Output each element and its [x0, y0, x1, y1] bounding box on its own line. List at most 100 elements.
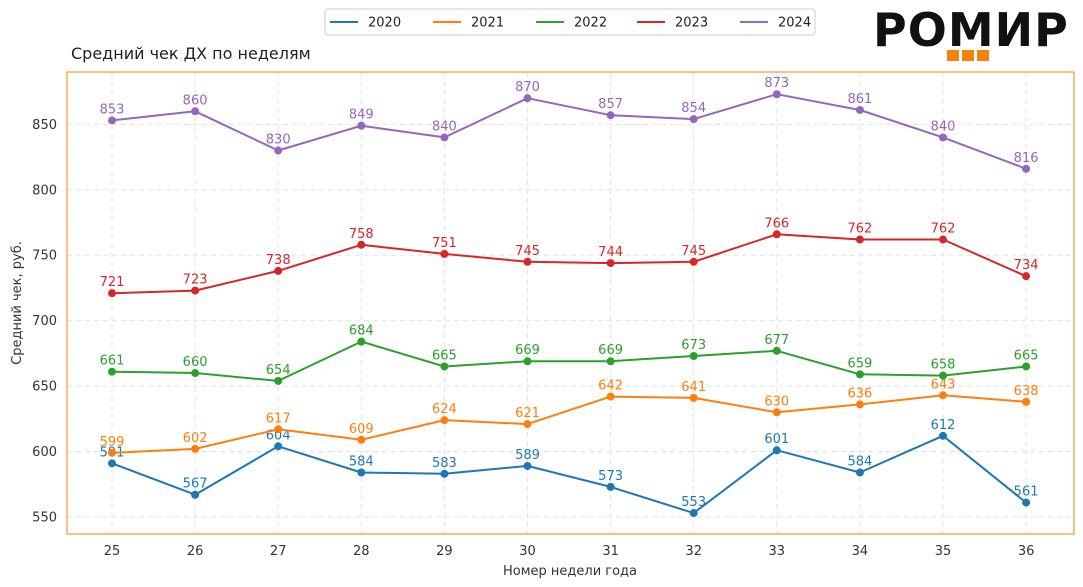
data-point	[523, 357, 532, 366]
data-label: 561	[1014, 485, 1039, 500]
data-point	[939, 133, 947, 142]
legend-item-2020: 2020	[330, 16, 401, 31]
x-tick-label: 34	[852, 544, 869, 559]
data-point	[855, 370, 864, 379]
brand-square	[977, 50, 989, 61]
data-point	[108, 459, 116, 468]
data-point	[606, 111, 615, 120]
data-point	[772, 346, 781, 355]
romir-logo: РОМИР	[873, 3, 1068, 61]
x-tick-label: 26	[187, 544, 204, 559]
data-label: 723	[183, 273, 208, 288]
chart-title: Средний чек ДХ по неделям	[71, 44, 311, 63]
data-label: 840	[931, 119, 956, 134]
data-point	[523, 420, 532, 429]
data-point	[772, 230, 781, 239]
data-point	[440, 133, 449, 142]
data-point	[939, 371, 947, 380]
data-point	[357, 121, 366, 130]
data-label: 599	[100, 435, 125, 450]
data-point	[274, 266, 283, 275]
data-point	[772, 90, 781, 99]
data-label: 860	[183, 93, 208, 108]
data-point	[274, 425, 283, 434]
data-label: 758	[349, 227, 374, 242]
data-label: 602	[183, 431, 208, 446]
data-point	[108, 367, 116, 376]
data-point	[855, 468, 864, 477]
data-label: 861	[847, 92, 872, 107]
data-point	[606, 259, 615, 268]
data-label: 766	[764, 216, 789, 231]
data-label: 660	[183, 355, 208, 370]
series-line	[111, 340, 1027, 382]
data-point	[440, 469, 449, 478]
y-tick-label: 550	[32, 510, 57, 525]
data-label: 612	[931, 418, 956, 433]
data-label: 553	[681, 495, 706, 510]
data-point	[191, 107, 200, 116]
legend-label: 2021	[471, 16, 504, 31]
series-lines: 5915676045845835895735536015846125615996…	[100, 76, 1039, 518]
data-label: 621	[515, 406, 540, 421]
data-point	[523, 94, 532, 103]
x-tick-label: 27	[270, 544, 287, 559]
x-tick-label: 28	[353, 544, 370, 559]
y-axis-title: Средний чек, руб.	[10, 241, 25, 365]
x-tick-label: 31	[602, 544, 619, 559]
data-label: 654	[266, 363, 291, 378]
legend-item-2024: 2024	[740, 16, 811, 31]
series-2021: 599 602 617 609 624 621 642 641 630 636 643 638	[100, 377, 1039, 457]
x-tick-label: 32	[685, 544, 702, 559]
data-point	[440, 416, 449, 425]
y-tick-label: 850	[32, 118, 57, 133]
data-label: 661	[100, 354, 125, 369]
data-point	[689, 509, 698, 518]
data-point	[855, 235, 864, 244]
data-label: 744	[598, 245, 623, 260]
legend-item-2021: 2021	[433, 16, 504, 31]
data-label: 677	[764, 333, 789, 348]
data-label: 567	[183, 477, 208, 492]
data-label: 658	[931, 358, 956, 373]
data-point	[191, 490, 200, 499]
data-label: 636	[847, 386, 872, 401]
data-label: 853	[100, 102, 125, 117]
data-point	[191, 286, 200, 295]
series-2023: 721 723 738 758 751 745 744 745 766 762 762 734	[100, 216, 1039, 298]
series-line	[111, 394, 1027, 454]
data-point	[523, 257, 532, 266]
data-point	[440, 362, 449, 371]
series-line	[111, 434, 1027, 515]
plot-frame	[66, 71, 1075, 535]
data-point	[939, 431, 947, 440]
data-label: 684	[349, 324, 374, 339]
data-label: 816	[1014, 151, 1039, 166]
data-label: 840	[432, 119, 457, 134]
data-label: 857	[598, 97, 623, 112]
y-axis: 550 600 650 700 750 800 850	[32, 118, 57, 526]
data-point	[274, 376, 283, 385]
data-label: 573	[598, 469, 623, 484]
data-label: 669	[515, 343, 540, 358]
series-2020: 591567604584583589573553601584612561	[100, 418, 1039, 518]
data-point	[523, 461, 532, 470]
legend-label: 2024	[778, 16, 811, 31]
data-label: 721	[100, 275, 125, 290]
series-line	[111, 93, 1027, 170]
x-tick-label: 35	[935, 544, 952, 559]
data-point	[772, 408, 781, 417]
x-tick-label: 25	[104, 544, 121, 559]
data-label: 584	[847, 454, 872, 469]
data-point	[1022, 397, 1031, 406]
data-point	[274, 146, 283, 155]
data-label: 624	[432, 402, 457, 417]
legend-item-2023: 2023	[637, 16, 708, 31]
data-point	[772, 446, 781, 455]
data-point	[1022, 272, 1031, 281]
x-axis-title: Номер недели года	[503, 564, 637, 579]
data-label: 589	[515, 448, 540, 463]
data-point	[274, 442, 283, 451]
data-label: 642	[598, 379, 623, 394]
